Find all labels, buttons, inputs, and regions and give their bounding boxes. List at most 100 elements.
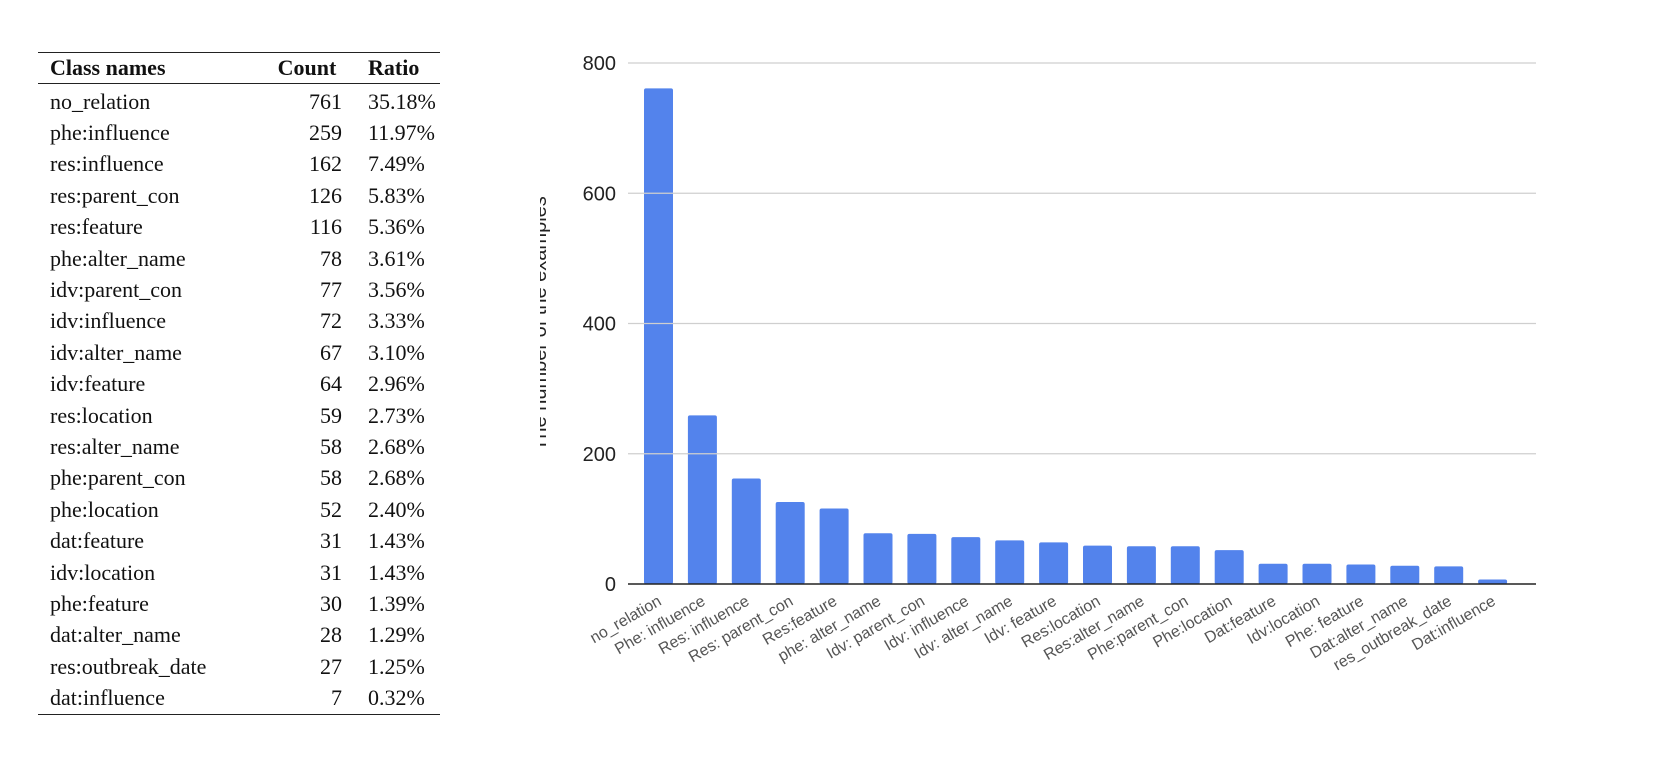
bar <box>775 501 805 584</box>
count-cell: 31 <box>320 528 342 554</box>
class-stats-table: Class names Count Ratio no_relation 761 35… <box>38 52 440 715</box>
ratio-cell: 5.36% <box>368 214 425 240</box>
ratio-cell: 7.49% <box>368 151 425 177</box>
bar <box>1390 565 1420 584</box>
table-row: dat:influence 7 0.32% <box>38 682 440 714</box>
class-name-cell: phe:alter_name <box>50 245 186 271</box>
bar <box>1258 563 1288 584</box>
class-name-cell: dat:influence <box>50 685 165 711</box>
y-tick-labels: 0 200 400 600 800 <box>583 53 616 596</box>
ratio-cell: 1.29% <box>368 622 425 648</box>
bar <box>951 537 981 584</box>
table-row: res:feature 116 5.36% <box>38 212 440 243</box>
class-name-cell: idv:parent_con <box>50 277 182 303</box>
count-cell: 31 <box>320 559 342 585</box>
count-cell: 78 <box>320 245 342 271</box>
ratio-cell: 2.68% <box>368 465 425 491</box>
class-name-cell: idv:feature <box>50 371 146 397</box>
y-tick-label: 600 <box>583 183 616 205</box>
bars <box>644 88 1508 585</box>
bar <box>1478 579 1508 584</box>
bar <box>1039 542 1069 584</box>
table-body: no_relation 761 35.18% phe:influence 259 11.9… <box>38 84 440 715</box>
ratio-cell: 3.56% <box>368 277 425 303</box>
y-tick-label: 800 <box>583 53 616 75</box>
bar <box>644 88 673 585</box>
table-row: res:parent_con 126 5.83% <box>38 180 440 211</box>
ratio-cell: 2.68% <box>368 433 425 459</box>
bar <box>907 533 937 584</box>
ratio-cell: 2.40% <box>368 496 425 522</box>
ratio-cell: 3.61% <box>368 245 425 271</box>
class-name-cell: idv:alter_name <box>50 339 182 365</box>
class-name-cell: phe:influence <box>50 120 170 146</box>
class-name-cell: res:parent_con <box>50 182 180 208</box>
table-row: phe:location 52 2.40% <box>38 494 440 525</box>
class-name-cell: phe:location <box>50 496 159 522</box>
table-row: phe:parent_con 58 2.68% <box>38 463 440 494</box>
y-tick-label: 400 <box>583 314 616 336</box>
bar <box>1434 566 1464 584</box>
bar <box>1126 546 1156 584</box>
count-cell: 52 <box>320 496 342 522</box>
table-row: res:location 59 2.73% <box>38 400 440 431</box>
count-cell: 30 <box>320 590 342 616</box>
ratio-cell: 1.43% <box>368 559 425 585</box>
table-row: phe:alter_name 78 3.61% <box>38 243 440 274</box>
count-cell: 28 <box>320 622 342 648</box>
bar <box>1214 550 1244 584</box>
class-name-cell: idv:location <box>50 559 156 585</box>
class-name-cell: phe:parent_con <box>50 465 186 491</box>
y-tick-label: 0 <box>605 574 616 596</box>
ratio-cell: 5.83% <box>368 182 425 208</box>
table-row: idv:location 31 1.43% <box>38 557 440 588</box>
ratio-cell: 0.32% <box>368 685 425 711</box>
bar <box>1170 546 1200 584</box>
table-row: idv:alter_name 67 3.10% <box>38 337 440 368</box>
header-ratio: Ratio <box>368 55 420 80</box>
bar <box>731 478 761 584</box>
ratio-cell: 3.33% <box>368 308 425 334</box>
table-row: idv:feature 64 2.96% <box>38 369 440 400</box>
count-cell: 72 <box>320 308 342 334</box>
class-name-cell: no_relation <box>50 88 151 114</box>
table-row: dat:feature 31 1.43% <box>38 525 440 556</box>
class-name-cell: dat:feature <box>50 528 145 554</box>
count-cell: 64 <box>320 371 342 397</box>
header-class-names: Class names <box>50 55 166 80</box>
table-row: dat:alter_name 28 1.29% <box>38 620 440 651</box>
count-cell: 116 <box>309 214 342 240</box>
bar <box>687 415 717 584</box>
count-cell: 126 <box>309 182 342 208</box>
bar <box>1346 564 1376 584</box>
grid-lines <box>628 62 1536 455</box>
ratio-cell: 1.25% <box>368 653 425 679</box>
ratio-cell: 1.39% <box>368 590 425 616</box>
table-row: res:alter_name 58 2.68% <box>38 431 440 462</box>
table-row: phe:feature 30 1.39% <box>38 588 440 619</box>
bar <box>819 508 849 584</box>
count-cell: 27 <box>320 653 342 679</box>
class-name-cell: phe:feature <box>50 590 149 616</box>
ratio-cell: 3.10% <box>368 339 425 365</box>
bar <box>1083 545 1112 584</box>
class-name-cell: idv:influence <box>50 308 167 334</box>
class-name-cell: res:alter_name <box>50 433 180 459</box>
header-count: Count <box>277 55 337 80</box>
bar <box>863 533 893 584</box>
ratio-cell: 2.96% <box>368 371 425 397</box>
table-row: res:influence 162 7.49% <box>38 149 440 180</box>
class-name-cell: res:influence <box>50 151 164 177</box>
count-cell: 162 <box>309 151 342 177</box>
count-cell: 58 <box>320 433 342 459</box>
table-row: res:outbreak_date 27 1.25% <box>38 651 440 682</box>
table-header-row: Class names Count Ratio <box>38 52 440 84</box>
class-name-cell: res:outbreak_date <box>50 653 207 679</box>
table-row: idv:influence 72 3.33% <box>38 306 440 337</box>
ratio-cell: 1.43% <box>368 528 425 554</box>
count-cell: 58 <box>320 465 342 491</box>
count-cell: 7 <box>331 685 342 711</box>
table-row: idv:parent_con 77 3.56% <box>38 274 440 305</box>
